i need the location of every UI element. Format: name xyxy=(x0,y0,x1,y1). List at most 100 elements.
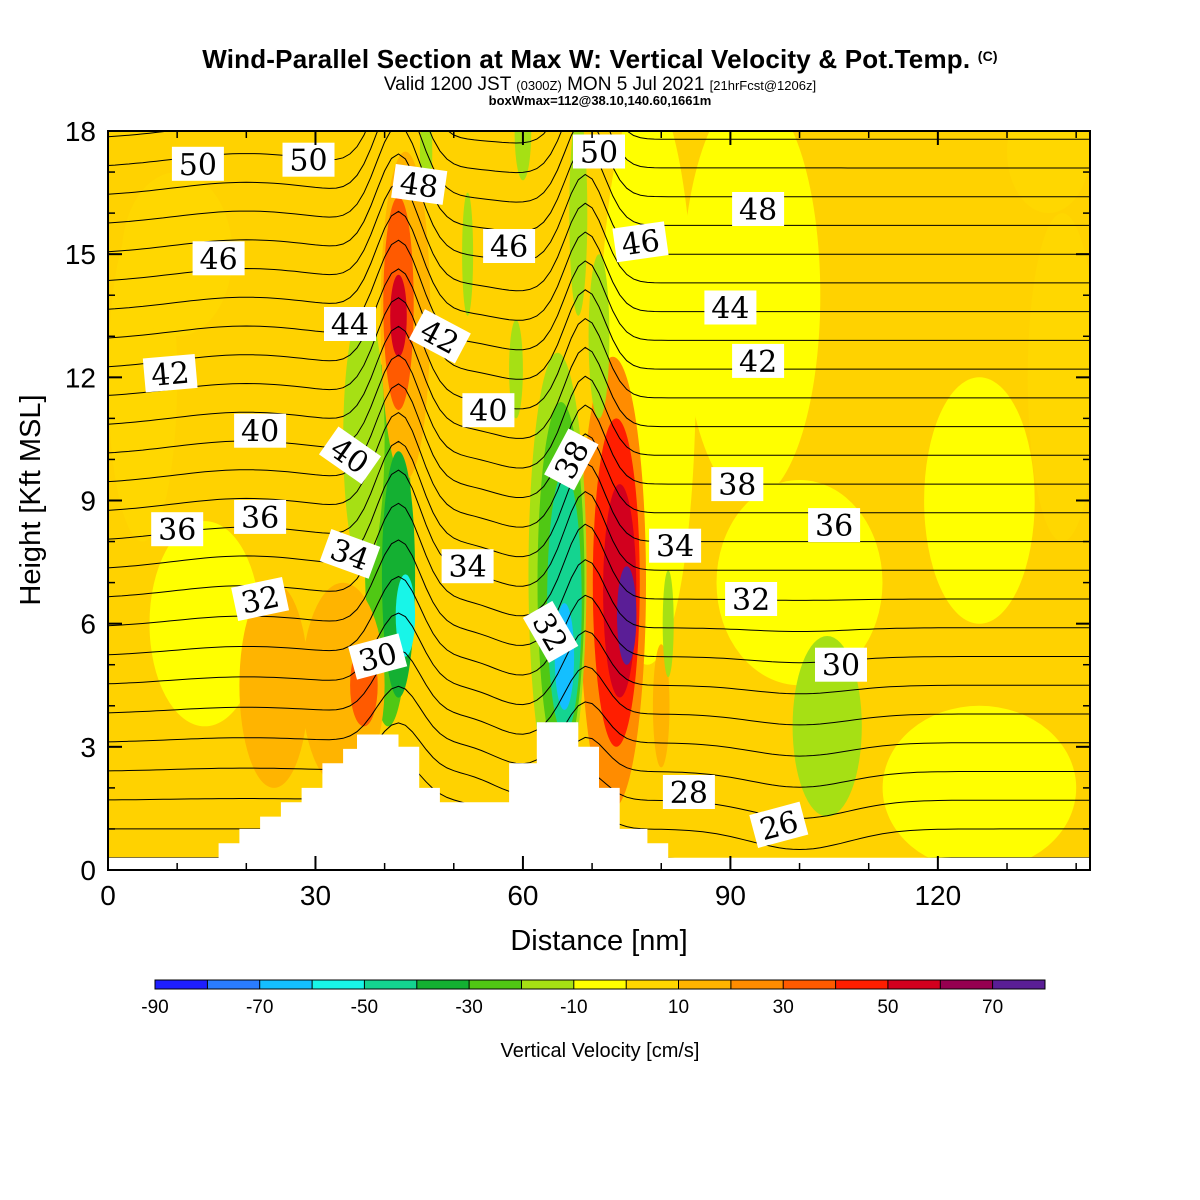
velocity-cell-33 xyxy=(390,274,407,357)
colorbar-swatch-13 xyxy=(835,980,889,989)
velocity-cell-35 xyxy=(662,570,674,678)
theta-contour-50 xyxy=(108,0,1090,84)
colorbar-tick-label: -90 xyxy=(141,997,168,1018)
copyright-mark: (C) xyxy=(977,48,998,64)
theta-contour-40 xyxy=(108,268,1090,380)
theta-label-27: 30 xyxy=(348,633,408,680)
valid-time-line: Valid 1200 JST (0300Z) MON 5 Jul 2021 [2… xyxy=(0,74,1200,96)
svg-text:40: 40 xyxy=(469,394,507,429)
svg-text:50: 50 xyxy=(289,144,327,179)
velocity-cell-3 xyxy=(882,705,1077,870)
velocity-cell-5 xyxy=(924,377,1035,624)
theta-contour-38 xyxy=(108,325,1090,439)
svg-text:44: 44 xyxy=(331,308,369,343)
svg-text:50: 50 xyxy=(179,148,217,183)
theta-label-22: 34 xyxy=(441,549,494,585)
theta-contour-35 xyxy=(108,411,1090,528)
colorbar-swatch-0 xyxy=(155,980,208,989)
svg-text:44: 44 xyxy=(711,292,749,327)
valid-utc: (0300Z) xyxy=(516,78,562,93)
theta-contour-46 xyxy=(108,131,1090,203)
colorbar-swatch-4 xyxy=(364,980,418,989)
svg-text:42: 42 xyxy=(739,345,777,380)
velocity-cell-8 xyxy=(149,521,261,727)
theta-label-14: 40 xyxy=(234,413,287,450)
theta-label-6: 46 xyxy=(483,229,536,265)
theta-contour-27 xyxy=(108,685,1090,765)
svg-text:42: 42 xyxy=(150,356,191,394)
x-tick-label: 90 xyxy=(715,880,746,911)
valid-prefix: Valid 1200 JST xyxy=(383,74,511,95)
colorbar-tick-label: 70 xyxy=(982,997,1003,1018)
theta-contour-44 xyxy=(108,153,1090,262)
velocity-cell-9 xyxy=(1027,213,1090,542)
svg-text:32: 32 xyxy=(732,583,770,618)
theta-label-12: 42 xyxy=(732,343,785,380)
theta-label-8: 44 xyxy=(704,290,757,327)
theta-contour-41 xyxy=(108,239,1090,351)
colorbar-swatch-16 xyxy=(992,980,1046,989)
theta-contour-42 xyxy=(108,210,1090,321)
y-tick-label: 0 xyxy=(80,855,96,886)
theta-label-17: 38 xyxy=(711,467,764,503)
velocity-cell-31 xyxy=(395,574,416,657)
theta-label-23: 34 xyxy=(649,528,702,565)
svg-text:38: 38 xyxy=(718,468,756,503)
colorbar-tick-label: 50 xyxy=(877,997,898,1018)
theta-contour-29 xyxy=(108,612,1090,706)
colorbar-tick-label: -50 xyxy=(351,997,378,1018)
colorbar-swatch-12 xyxy=(783,980,837,989)
chart-title: Wind-Parallel Section at Max W: Vertical… xyxy=(0,44,1200,75)
theta-label-3: 50 xyxy=(573,134,625,171)
theta-contour-49 xyxy=(108,10,1090,113)
theta-contour-31 xyxy=(108,539,1090,646)
terrain xyxy=(108,722,1090,870)
velocity-cell-19 xyxy=(1007,131,1090,214)
theta-label-28: 30 xyxy=(815,647,867,684)
theta-label-24: 32 xyxy=(231,576,290,622)
svg-text:46: 46 xyxy=(619,223,662,263)
theta-contour-26 xyxy=(108,722,1090,794)
colorbar-swatch-3 xyxy=(312,980,365,989)
svg-text:32: 32 xyxy=(238,579,283,621)
svg-text:50: 50 xyxy=(580,136,618,171)
svg-text:48: 48 xyxy=(398,166,441,206)
velocity-cell-29 xyxy=(617,566,637,665)
x-tick-label: 0 xyxy=(100,880,116,911)
theta-label-1: 50 xyxy=(282,142,335,179)
theta-contour-33 xyxy=(108,469,1090,587)
colorbar-tick-label: -30 xyxy=(455,997,482,1018)
valid-forecast: [21hrFcst@1206z] xyxy=(709,78,817,93)
y-axis-label: Height [Kft MSL] xyxy=(15,394,47,605)
colorbar-swatch-10 xyxy=(678,980,732,989)
theta-contour-48 xyxy=(108,131,1090,144)
theta-label-7: 46 xyxy=(612,221,669,263)
y-tick-label: 12 xyxy=(65,362,96,393)
theta-label-26: 32 xyxy=(725,582,778,618)
chart-title-text: Wind-Parallel Section at Max W: Vertical… xyxy=(202,44,971,74)
theta-label-18: 36 xyxy=(151,512,204,548)
svg-text:28: 28 xyxy=(670,776,708,811)
velocity-cell-16 xyxy=(239,582,309,788)
terrain-mask xyxy=(108,722,1090,870)
colorbar-tick-label: -70 xyxy=(246,997,273,1018)
theta-contour-36 xyxy=(108,383,1090,498)
colorbar-swatch-14 xyxy=(887,980,941,989)
x-tick-label: 120 xyxy=(914,880,961,911)
theta-label-29: 28 xyxy=(662,775,715,811)
svg-text:36: 36 xyxy=(241,501,279,536)
colorbar-swatch-6 xyxy=(469,980,522,989)
colorbar-swatch-11 xyxy=(730,980,784,989)
theta-label-9: 44 xyxy=(324,307,376,343)
x-axis-label: Distance [nm] xyxy=(510,925,687,957)
box-info: boxWmax=112@38.10,140.60,1661m xyxy=(488,93,712,108)
velocity-cell-18 xyxy=(343,307,385,571)
svg-text:48: 48 xyxy=(739,193,777,228)
x-tick-label: 60 xyxy=(507,880,538,911)
theta-contour-30 xyxy=(108,575,1090,676)
y-tick-label: 15 xyxy=(65,239,96,270)
x-tick-label: 30 xyxy=(300,880,331,911)
y-tick-label: 6 xyxy=(80,609,96,640)
